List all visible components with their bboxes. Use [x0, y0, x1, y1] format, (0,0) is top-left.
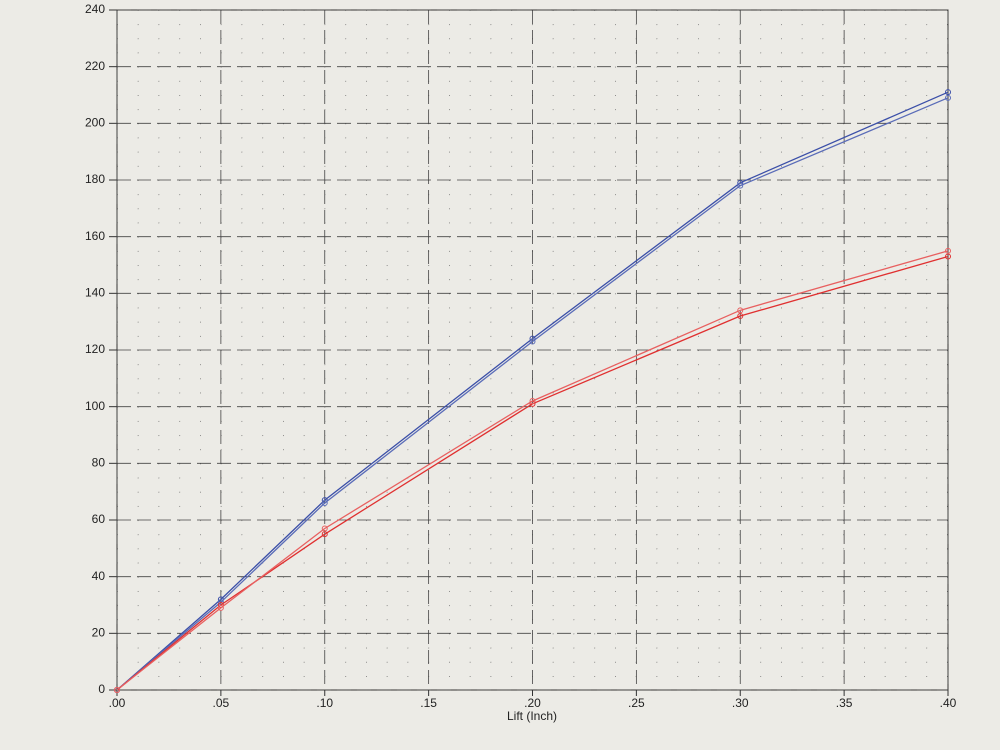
x-axis-label: Lift (Inch) — [507, 709, 557, 723]
y-tick-label: 220 — [85, 59, 105, 73]
series-line — [116, 250, 949, 691]
x-tick-label: .40 — [940, 696, 957, 710]
y-tick-label: 100 — [85, 399, 105, 413]
point — [321, 500, 328, 506]
series-line — [116, 97, 949, 691]
y-tick-label: 60 — [92, 512, 106, 526]
series-line — [116, 91, 949, 691]
series-line — [116, 255, 949, 691]
point — [529, 398, 536, 404]
x-tick-label: .10 — [316, 696, 333, 710]
point — [737, 307, 744, 314]
y-tick-label: 0 — [98, 682, 105, 696]
y-tick-label: 200 — [85, 116, 105, 130]
point — [945, 247, 951, 254]
x-tick-label: .30 — [732, 696, 749, 710]
y-tick-label: 240 — [85, 2, 105, 16]
y-tick-label: 120 — [85, 342, 105, 356]
point — [217, 604, 224, 611]
point — [737, 182, 744, 189]
y-tick-label: 140 — [85, 286, 105, 300]
y-tick-label: 80 — [92, 456, 106, 470]
x-tick-label: .05 — [213, 696, 230, 710]
point — [945, 89, 951, 96]
point — [114, 687, 120, 693]
y-tick-label: 160 — [85, 229, 105, 243]
y-tick-label: 180 — [85, 172, 105, 186]
point — [529, 338, 536, 345]
point — [945, 94, 951, 101]
point — [321, 525, 328, 532]
point — [321, 531, 328, 538]
point — [737, 313, 744, 319]
x-tick-label: .00 — [109, 696, 126, 710]
y-tick-label: 20 — [92, 626, 106, 640]
y-tick-label: 40 — [92, 569, 106, 583]
point — [945, 253, 951, 260]
x-tick-label: .20 — [524, 696, 541, 710]
x-tick-label: .35 — [836, 696, 853, 710]
x-tick-label: .25 — [628, 696, 645, 710]
x-tick-label: .15 — [420, 696, 437, 710]
